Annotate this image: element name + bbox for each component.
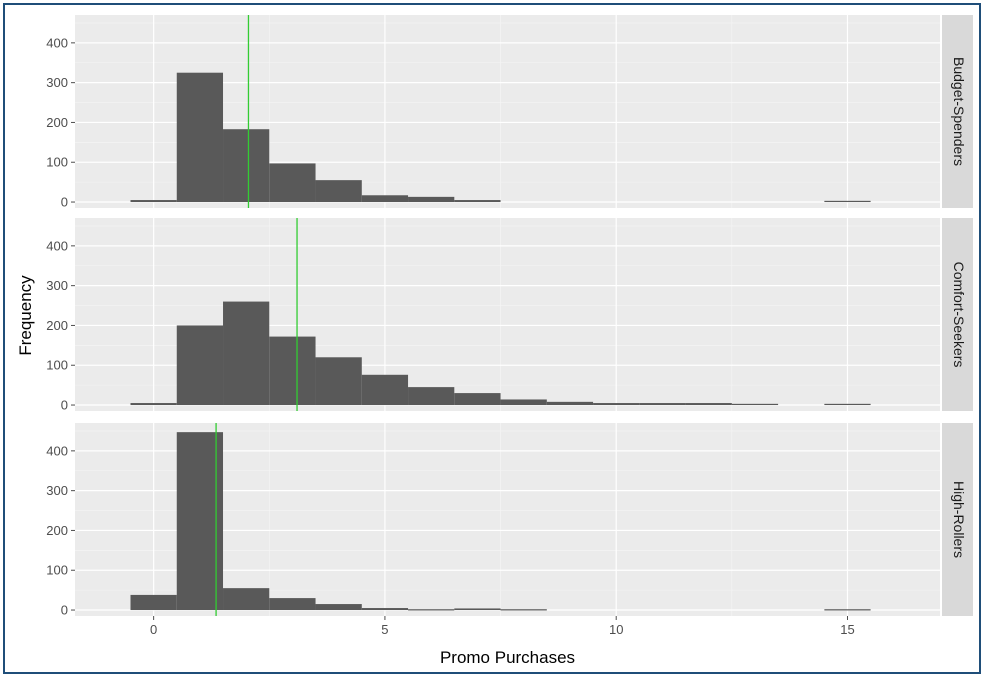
y-tick-label: 400 [46, 238, 68, 253]
facet-strip [942, 218, 973, 411]
histogram-bar [824, 609, 871, 611]
histogram-bar [454, 200, 501, 203]
histogram-bar [176, 432, 224, 611]
facet-strip [942, 423, 973, 616]
facet-label: High-Rollers [951, 481, 967, 558]
y-tick-label: 0 [61, 398, 68, 413]
histogram-bar [408, 387, 455, 406]
y-tick-label: 300 [46, 483, 68, 498]
histogram-bar [593, 403, 640, 406]
histogram-bar [176, 72, 224, 203]
histogram-bar [130, 594, 177, 611]
x-tick-label: 0 [150, 622, 157, 637]
histogram-bar [454, 393, 501, 406]
y-tick-label: 400 [46, 35, 68, 50]
histogram-bar [315, 180, 362, 203]
y-axis-title: Frequency [16, 275, 35, 356]
histogram-bar [223, 129, 270, 203]
y-tick-label: 0 [61, 195, 68, 210]
y-tick-label: 0 [61, 603, 68, 618]
y-tick-label: 100 [46, 563, 68, 578]
histogram-bar [408, 609, 455, 611]
histogram-bar [546, 401, 594, 406]
histogram-bar [315, 357, 362, 406]
y-tick-label: 200 [46, 115, 68, 130]
histogram-bar [408, 196, 455, 203]
histogram-bar [361, 374, 409, 406]
histogram-bar [500, 609, 547, 611]
histogram-bar [824, 403, 871, 406]
y-tick-label: 200 [46, 523, 68, 538]
histogram-bar [500, 399, 547, 406]
histogram-bar [361, 608, 409, 611]
x-axis-title: Promo Purchases [440, 648, 575, 667]
histogram-bar [176, 325, 224, 406]
histogram-bar [361, 195, 409, 203]
histogram-bar [639, 403, 686, 406]
y-tick-label: 200 [46, 318, 68, 333]
y-tick-label: 300 [46, 75, 68, 90]
histogram-bar [130, 403, 177, 406]
histogram-bar [269, 163, 316, 203]
y-tick-label: 100 [46, 155, 68, 170]
histogram-bar [223, 301, 270, 406]
x-tick-label: 15 [840, 622, 854, 637]
histogram-bar [269, 598, 316, 611]
histogram-bar [269, 336, 316, 406]
histogram-bar [130, 200, 177, 203]
facet-label: Budget-Spenders [951, 57, 967, 166]
histogram-bar [223, 588, 270, 611]
y-tick-label: 100 [46, 358, 68, 373]
facet-label: Comfort-Seekers [951, 262, 967, 368]
histogram-bar [315, 604, 362, 611]
histogram-bar [685, 403, 732, 406]
y-tick-label: 300 [46, 278, 68, 293]
y-tick-label: 400 [46, 443, 68, 458]
histogram-bar [454, 608, 501, 611]
histogram-bar [731, 403, 779, 406]
facet-strip [942, 15, 973, 208]
x-tick-label: 10 [609, 622, 623, 637]
x-tick-label: 5 [381, 622, 388, 637]
histogram-bar [824, 200, 871, 203]
